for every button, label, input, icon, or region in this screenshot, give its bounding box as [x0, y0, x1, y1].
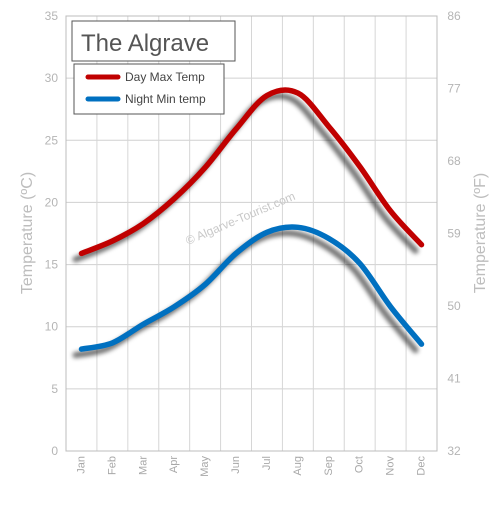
y-axis-label-right: Temperature (ºF) [472, 173, 489, 294]
y-tick-label-right: 77 [447, 82, 461, 96]
x-tick-label: Jan [75, 456, 87, 474]
right-axis-ticks: 32 41 50 59 68 77 86 [447, 9, 461, 458]
series-lines [78, 87, 425, 352]
watermark: © Algarve-Tourist.com [184, 189, 298, 248]
title-box: The Algrave [71, 20, 236, 62]
y-tick-label-right: 86 [447, 9, 461, 23]
y-tick-label-right: 41 [447, 372, 461, 386]
x-tick-label: Apr [168, 456, 180, 473]
series-line-night-min [78, 224, 425, 352]
x-tick-label: Aug [292, 456, 304, 476]
x-tick-label: Jun [230, 456, 242, 474]
x-tick-label: Mar [137, 456, 149, 475]
series-shadows [72, 92, 419, 359]
y-tick-label-left: 5 [51, 382, 58, 396]
chart-title: The Algrave [81, 30, 209, 57]
y-axis-label-left: Temperature (ºC) [19, 172, 36, 294]
legend-label-night-min: Night Min temp [125, 92, 206, 106]
plot-frame [65, 15, 438, 452]
left-axis-ticks: 0 5 10 15 20 25 30 35 [45, 9, 59, 458]
series-line-day-max [78, 87, 425, 257]
legend-label-day-max: Day Max Temp [125, 70, 205, 84]
y-tick-label-left: 0 [51, 444, 58, 458]
y-tick-label-left: 35 [45, 9, 59, 23]
x-tick-label: Sep [323, 456, 335, 476]
y-tick-label-left: 30 [45, 71, 59, 85]
x-tick-label: Oct [354, 456, 366, 473]
x-tick-label: Jul [261, 456, 273, 470]
x-tick-label: Dec [416, 456, 428, 476]
y-tick-label-left: 20 [45, 195, 59, 209]
x-axis-ticks: Jan Feb Mar Apr May Jun Jul Aug Sep Oct Nov Dec [75, 456, 427, 477]
x-tick-label: May [199, 456, 211, 477]
x-tick-label: Nov [385, 456, 397, 476]
y-tick-label-right: 68 [447, 154, 461, 168]
y-tick-label-left: 15 [45, 258, 59, 272]
y-tick-label-right: 50 [447, 299, 461, 313]
y-tick-label-right: 59 [447, 227, 461, 241]
y-tick-label-left: 25 [45, 133, 59, 147]
y-tick-label-right: 32 [447, 444, 461, 458]
legend: Day Max Temp Night Min temp [73, 63, 225, 115]
y-tick-label-left: 10 [45, 320, 59, 334]
x-tick-label: Feb [106, 456, 118, 475]
